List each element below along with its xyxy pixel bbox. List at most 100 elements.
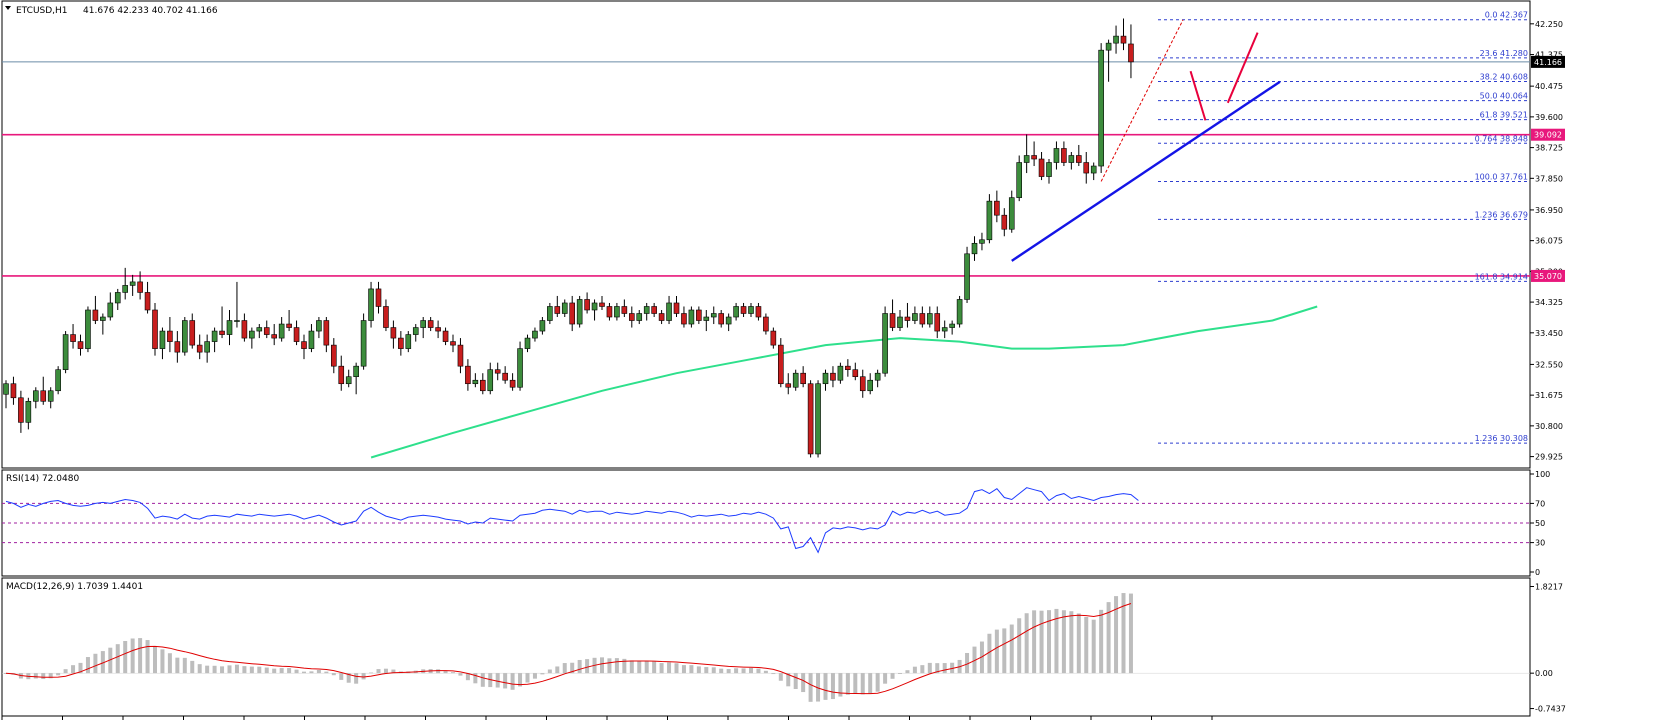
candle [949, 320, 955, 335]
macd-histogram-bar [227, 665, 232, 674]
candle-body [740, 306, 747, 314]
macd-histogram-bar [302, 671, 306, 674]
candle [845, 359, 851, 377]
current-price-badge [1531, 55, 1565, 68]
candle-body [681, 313, 687, 325]
candle [323, 317, 330, 353]
candle-body [1113, 35, 1119, 44]
candle-body [10, 383, 17, 399]
candle-body [1083, 162, 1090, 174]
candle [1046, 159, 1052, 184]
macd-y-tick-label: -0.7437 [1535, 705, 1566, 714]
candle-body [234, 320, 240, 322]
macd-histogram-bar [667, 662, 672, 674]
candle [189, 313, 196, 349]
macd-histogram-bar [1121, 593, 1126, 674]
candle-body [696, 309, 702, 321]
candle-body [837, 365, 844, 381]
candle-body [182, 320, 188, 353]
price-y-tick-label: 36.950 [1535, 206, 1563, 215]
candle [465, 359, 471, 391]
candle [912, 306, 918, 325]
candle-body [189, 320, 196, 346]
macd-histogram-bar [376, 669, 381, 674]
candle [599, 295, 605, 310]
candle-body [643, 306, 650, 314]
candle-body [204, 341, 210, 353]
symbol-label: ETCUSD,H1 [16, 6, 68, 16]
macd-histogram-bar [287, 668, 292, 674]
candle-body [502, 372, 508, 381]
macd-histogram-bar [853, 673, 858, 694]
candle-body [889, 313, 896, 328]
candle-body [219, 330, 225, 335]
candle-body [338, 365, 345, 385]
macd-histogram-bar [41, 673, 46, 680]
candle-body [122, 285, 128, 293]
candle-body [777, 344, 784, 385]
candle [852, 362, 859, 381]
macd-histogram-bar [793, 673, 798, 689]
candle-body [628, 313, 635, 321]
candle-body [293, 327, 300, 342]
candle [904, 302, 911, 328]
candle [673, 295, 680, 318]
rsi-y-tick-label: 30 [1535, 539, 1545, 548]
macd-histogram-bar [1128, 593, 1133, 674]
macd-histogram-bar [145, 640, 150, 674]
macd-y-tick-label: 0.00 [1535, 669, 1553, 678]
candle-body [852, 369, 859, 378]
macd-histogram-bar [473, 673, 478, 684]
macd-histogram-bar [234, 664, 239, 674]
macd-histogram-bar [369, 672, 374, 674]
rsi-y-tick-label: 0 [1535, 568, 1540, 577]
candle [919, 306, 926, 328]
candle [897, 309, 903, 332]
candle [1031, 141, 1037, 167]
macd-histogram-bar [562, 663, 567, 674]
macd-histogram-bar [711, 667, 716, 674]
menu-triangle-icon[interactable] [5, 6, 11, 10]
macd-histogram-bar [696, 666, 701, 674]
candle [427, 317, 434, 332]
candle-body [211, 330, 218, 342]
price-y-tick-label: 37.850 [1535, 174, 1563, 183]
candle-body [494, 369, 501, 374]
macd-histogram-bar [160, 649, 165, 674]
current-price-label: 41.166 [1534, 58, 1562, 67]
candle-body [457, 344, 464, 367]
candle-body [398, 337, 404, 349]
price-y-tick-label: 33.450 [1535, 329, 1563, 338]
candle [1016, 155, 1023, 202]
candle [114, 288, 121, 310]
candle-body [524, 337, 531, 349]
macd-histogram-bar [868, 673, 873, 694]
macd-histogram-bar [637, 660, 642, 674]
candle [547, 302, 553, 325]
candle [338, 355, 345, 391]
candle-body [174, 341, 181, 353]
macd-histogram-bar [547, 669, 552, 674]
rsi-y-tick-label: 100 [1535, 470, 1550, 479]
macd-histogram-bar [771, 673, 776, 675]
candle-body [330, 344, 337, 367]
candle [62, 331, 69, 374]
macd-histogram-bar [190, 660, 195, 674]
candle [1083, 151, 1090, 184]
candle [40, 376, 47, 405]
candle-body [472, 379, 479, 385]
candle [129, 274, 136, 296]
macd-histogram-bar [56, 673, 61, 676]
candle [785, 373, 792, 395]
macd-histogram-bar [935, 663, 940, 674]
candle [561, 299, 568, 318]
macd-histogram-bar [339, 673, 344, 680]
candle [1061, 141, 1067, 167]
macd-histogram-bar [525, 673, 530, 683]
macd-histogram-bar [71, 665, 76, 674]
macd-histogram-bar [801, 673, 806, 693]
macd-histogram-bar [659, 663, 664, 674]
macd-histogram-bar [965, 652, 970, 674]
